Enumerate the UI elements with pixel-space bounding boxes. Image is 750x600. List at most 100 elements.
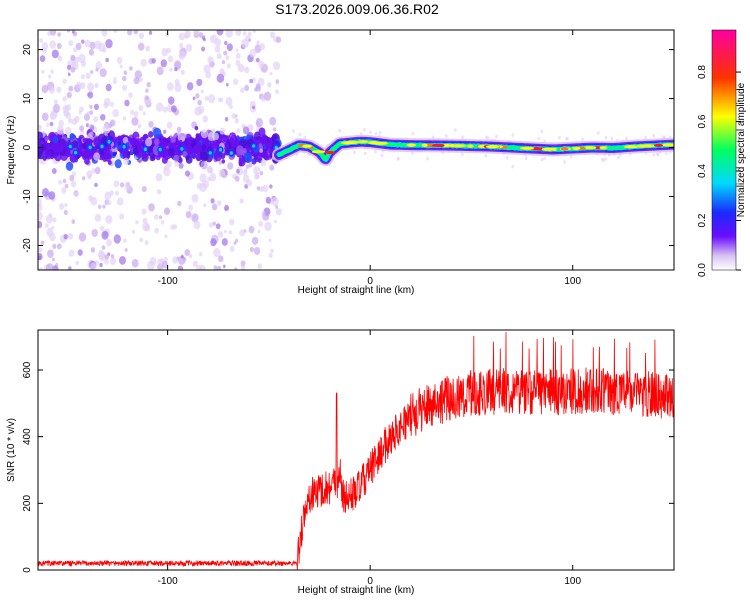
heatmap-speckle <box>363 151 367 156</box>
heatmap-speckle <box>369 130 372 135</box>
heatmap-speckle <box>188 204 194 211</box>
heatmap-speckle <box>102 47 107 53</box>
heatmap-speckle <box>88 49 94 56</box>
heatmap-speckle <box>75 42 82 51</box>
heatmap-speckle <box>378 130 382 135</box>
heatmap-speckle <box>124 99 130 107</box>
heatmap-speckle <box>189 148 194 155</box>
heatmap-speckle <box>569 155 573 159</box>
heatmap-ridge-peak <box>623 145 639 149</box>
heatmap-speckle <box>303 136 307 140</box>
heatmap-ridge-peak <box>640 144 656 148</box>
figure-title: S173.2026.009.06.36.R02 <box>275 1 439 17</box>
heatmap-x-tick-label: -100 <box>158 276 178 287</box>
heatmap-speckle <box>185 170 190 177</box>
heatmap-speckle <box>249 48 257 58</box>
heatmap-speckle <box>68 249 75 257</box>
heatmap-speckle <box>234 175 240 182</box>
heatmap-speckle <box>101 245 106 251</box>
heatmap-speckle <box>129 137 136 146</box>
heatmap-speckle <box>194 106 202 116</box>
heatmap-speckle <box>656 152 660 157</box>
heatmap-speckle <box>49 112 57 121</box>
heatmap-speckle <box>276 36 282 43</box>
heatmap-speckle <box>123 70 128 76</box>
heatmap-speckle <box>84 157 90 165</box>
heatmap-speckle <box>38 124 42 131</box>
heatmap-speckle <box>177 200 182 207</box>
heatmap-speckle <box>103 102 109 109</box>
heatmap-speckle <box>225 55 230 61</box>
heatmap-speckle <box>88 131 94 138</box>
heatmap-speckle <box>67 118 73 124</box>
heatmap-speckle <box>195 93 200 99</box>
heatmap-speckle <box>57 55 63 62</box>
heatmap-speckle <box>524 156 528 160</box>
heatmap-ridge-peak <box>467 144 474 148</box>
heatmap-speckle <box>123 157 129 165</box>
heatmap-speckle <box>262 184 269 193</box>
heatmap-speckle <box>198 264 206 270</box>
heatmap-speckle <box>165 32 169 37</box>
heatmap-speckle <box>49 40 57 49</box>
heatmap-speckle <box>145 45 151 52</box>
heatmap-speckle <box>291 129 295 133</box>
heatmap-speckle <box>173 224 178 230</box>
heatmap-speckle <box>185 43 193 52</box>
heatmap-speckle <box>101 230 109 240</box>
heatmap-speckle <box>49 232 56 242</box>
heatmap-speckle <box>141 208 147 215</box>
heatmap-speckle <box>94 213 102 222</box>
heatmap-speckle <box>47 249 54 258</box>
heatmap-speckle <box>122 75 127 82</box>
heatmap-speckle <box>219 68 225 75</box>
heatmap-speckle <box>214 45 221 53</box>
heatmap-hotspot-core <box>208 151 212 155</box>
heatmap-speckle <box>145 96 149 101</box>
heatmap-speckle <box>179 42 184 49</box>
heatmap-speckle <box>178 162 184 169</box>
heatmap-speckle <box>52 136 59 144</box>
heatmap-speckle <box>242 174 250 183</box>
heatmap-speckle <box>224 174 227 179</box>
heatmap-speckle <box>495 134 498 139</box>
heatmap-speckle <box>160 59 167 68</box>
heatmap-speckle <box>426 156 429 161</box>
heatmap-speckle <box>135 220 139 225</box>
snr-y-tick-label: 600 <box>22 361 33 378</box>
heatmap-speckle <box>565 137 568 141</box>
heatmap-speckle <box>217 97 222 103</box>
heatmap-speckle <box>179 139 183 145</box>
heatmap-speckle <box>101 30 108 37</box>
heatmap-speckle <box>226 63 231 69</box>
heatmap-speckle <box>171 142 176 149</box>
heatmap-speckle <box>267 82 272 88</box>
heatmap-speckle <box>257 229 261 234</box>
heatmap-speckle <box>153 127 162 139</box>
heatmap-hotspot-core <box>107 139 111 144</box>
heatmap-speckle <box>82 176 86 181</box>
colorbar-label: Normalized spectral amplitude <box>736 82 747 217</box>
heatmap-speckle <box>149 153 154 159</box>
heatmap-speckle <box>255 117 263 128</box>
heatmap-speckle <box>259 186 265 192</box>
heatmap-speckle <box>149 257 157 266</box>
heatmap-speckle <box>602 158 605 163</box>
heatmap-speckle <box>239 229 246 237</box>
heatmap-ridge-peak <box>519 146 535 150</box>
heatmap-speckle <box>119 213 125 220</box>
heatmap-hotspot-core <box>180 147 184 151</box>
heatmap-speckle <box>154 214 159 220</box>
heatmap-speckle <box>235 30 242 36</box>
heatmap-speckle <box>218 169 226 178</box>
heatmap-speckle <box>62 96 67 102</box>
heatmap-speckle <box>269 116 277 126</box>
heatmap-hotspot-core <box>158 147 162 152</box>
heatmap-speckle <box>68 85 74 92</box>
heatmap-ridge-peak <box>451 144 467 148</box>
heatmap-speckle <box>233 78 239 85</box>
heatmap-speckle <box>161 156 168 164</box>
heatmap-ridge-peak <box>661 143 674 147</box>
heatmap-speckle <box>122 116 127 121</box>
